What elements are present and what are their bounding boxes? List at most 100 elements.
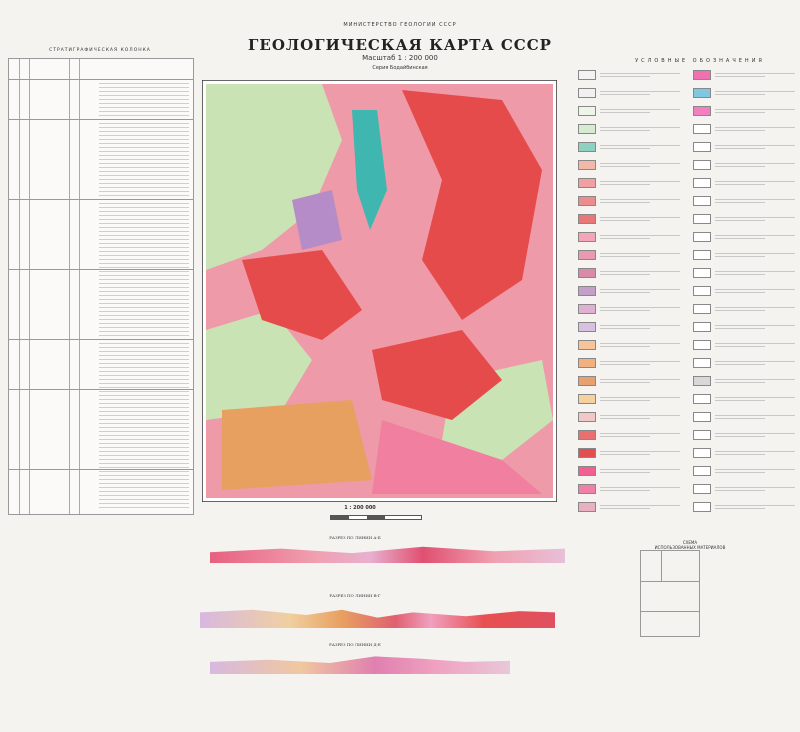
strat-text-line: [99, 219, 189, 220]
legend-text-line: [600, 454, 650, 455]
strat-text-line: [99, 327, 189, 328]
strat-text-line: [99, 319, 189, 320]
legend-text-line: [715, 418, 765, 419]
legend-text-line: [715, 310, 765, 311]
strat-text-line: [99, 131, 189, 132]
legend-text-line: [600, 181, 680, 182]
strat-text-line: [99, 103, 189, 104]
strat-col-divider: [79, 59, 80, 514]
granite-intrusion: [372, 330, 502, 420]
legend-text-line: [715, 274, 765, 275]
ultrabasic-rocks: [352, 110, 387, 230]
strat-text-line: [99, 155, 189, 156]
legend-text-line: [715, 181, 795, 182]
strat-text-line: [99, 399, 189, 400]
legend-text-line: [715, 184, 765, 185]
legend-swatch: [578, 268, 596, 278]
legend-swatch: [578, 286, 596, 296]
legend-text-line: [715, 166, 765, 167]
legend-swatch: [578, 106, 596, 116]
strat-text-line: [99, 207, 189, 208]
legend-text-line: [600, 220, 650, 221]
map-title: ГЕОЛОГИЧЕСКАЯ КАРТА СССР: [248, 36, 552, 54]
strat-text-line: [99, 307, 189, 308]
strat-text-line: [99, 323, 189, 324]
strat-text-line: [99, 235, 189, 236]
strat-text-line: [99, 387, 189, 388]
legend-swatch: [693, 124, 711, 134]
legend-swatch: [578, 70, 596, 80]
legend-text-line: [715, 217, 795, 218]
legend-text-line: [715, 433, 795, 434]
legend-text-line: [715, 253, 795, 254]
legend-text-line: [600, 307, 680, 308]
cross-section-vg: [200, 609, 555, 628]
strat-text-line: [99, 299, 189, 300]
geological-map[interactable]: [202, 80, 557, 502]
legend-text-line: [600, 109, 680, 110]
legend-text-line: [715, 220, 765, 221]
strat-unit-divider: [9, 269, 193, 270]
strat-text-line: [99, 247, 189, 248]
strat-text-line: [99, 347, 189, 348]
legend-text-line: [600, 238, 650, 239]
legend-swatch: [693, 448, 711, 458]
strat-text-line: [99, 151, 189, 152]
index-scheme-title: СХЕМА: [682, 540, 698, 545]
legend-text-line: [600, 91, 680, 92]
strat-text-line: [99, 383, 189, 384]
strat-text-line: [99, 451, 189, 452]
legend-text-line: [600, 472, 650, 473]
legend-text-line: [600, 379, 680, 380]
granite-intrusion: [402, 90, 542, 320]
legend-swatch: [693, 214, 711, 224]
strat-text-line: [99, 275, 189, 276]
section-title-vg: РАЗРЕЗ ПО ЛИНИИ В-Г: [329, 593, 381, 598]
legend-text-line: [715, 199, 795, 200]
legend-swatch: [578, 304, 596, 314]
strat-text-line: [99, 175, 189, 176]
strat-text-line: [99, 403, 189, 404]
scale-bar: [330, 515, 422, 520]
legend-text-line: [715, 112, 765, 113]
granite-intrusion: [242, 250, 362, 340]
strat-text-line: [99, 167, 189, 168]
legend-swatch: [693, 232, 711, 242]
strat-text-line: [99, 83, 189, 84]
legend-text-line: [600, 130, 650, 131]
legend-text-line: [715, 364, 765, 365]
strat-text-line: [99, 491, 189, 492]
strat-text-line: [99, 123, 189, 124]
legend-swatch: [578, 232, 596, 242]
strat-text-line: [99, 351, 189, 352]
legend-swatch: [578, 466, 596, 476]
legend-text-line: [600, 235, 680, 236]
legend-text-line: [600, 73, 680, 74]
legend-text-line: [600, 490, 650, 491]
strat-text-line: [99, 91, 189, 92]
legend-text-line: [600, 292, 650, 293]
strat-text-line: [99, 251, 189, 252]
strat-text-line: [99, 343, 189, 344]
legend-text-line: [715, 487, 795, 488]
strat-text-line: [99, 459, 189, 460]
legend-text-line: [600, 451, 680, 452]
legend-swatch: [578, 196, 596, 206]
legend-text-line: [600, 364, 650, 365]
stratigraphic-column: [8, 58, 194, 515]
strat-text-line: [99, 135, 189, 136]
strat-text-line: [99, 487, 189, 488]
legend-swatch: [693, 286, 711, 296]
strat-text-line: [99, 463, 189, 464]
legend-text-line: [600, 256, 650, 257]
legend-swatch: [693, 268, 711, 278]
strat-text-line: [99, 475, 189, 476]
legend-swatch: [693, 376, 711, 386]
strat-text-line: [99, 335, 189, 336]
strat-text-line: [99, 95, 189, 96]
legend-text-line: [715, 436, 765, 437]
strat-text-line: [99, 203, 189, 204]
strat-text-line: [99, 255, 189, 256]
strat-text-line: [99, 279, 189, 280]
legend-text-line: [600, 271, 680, 272]
